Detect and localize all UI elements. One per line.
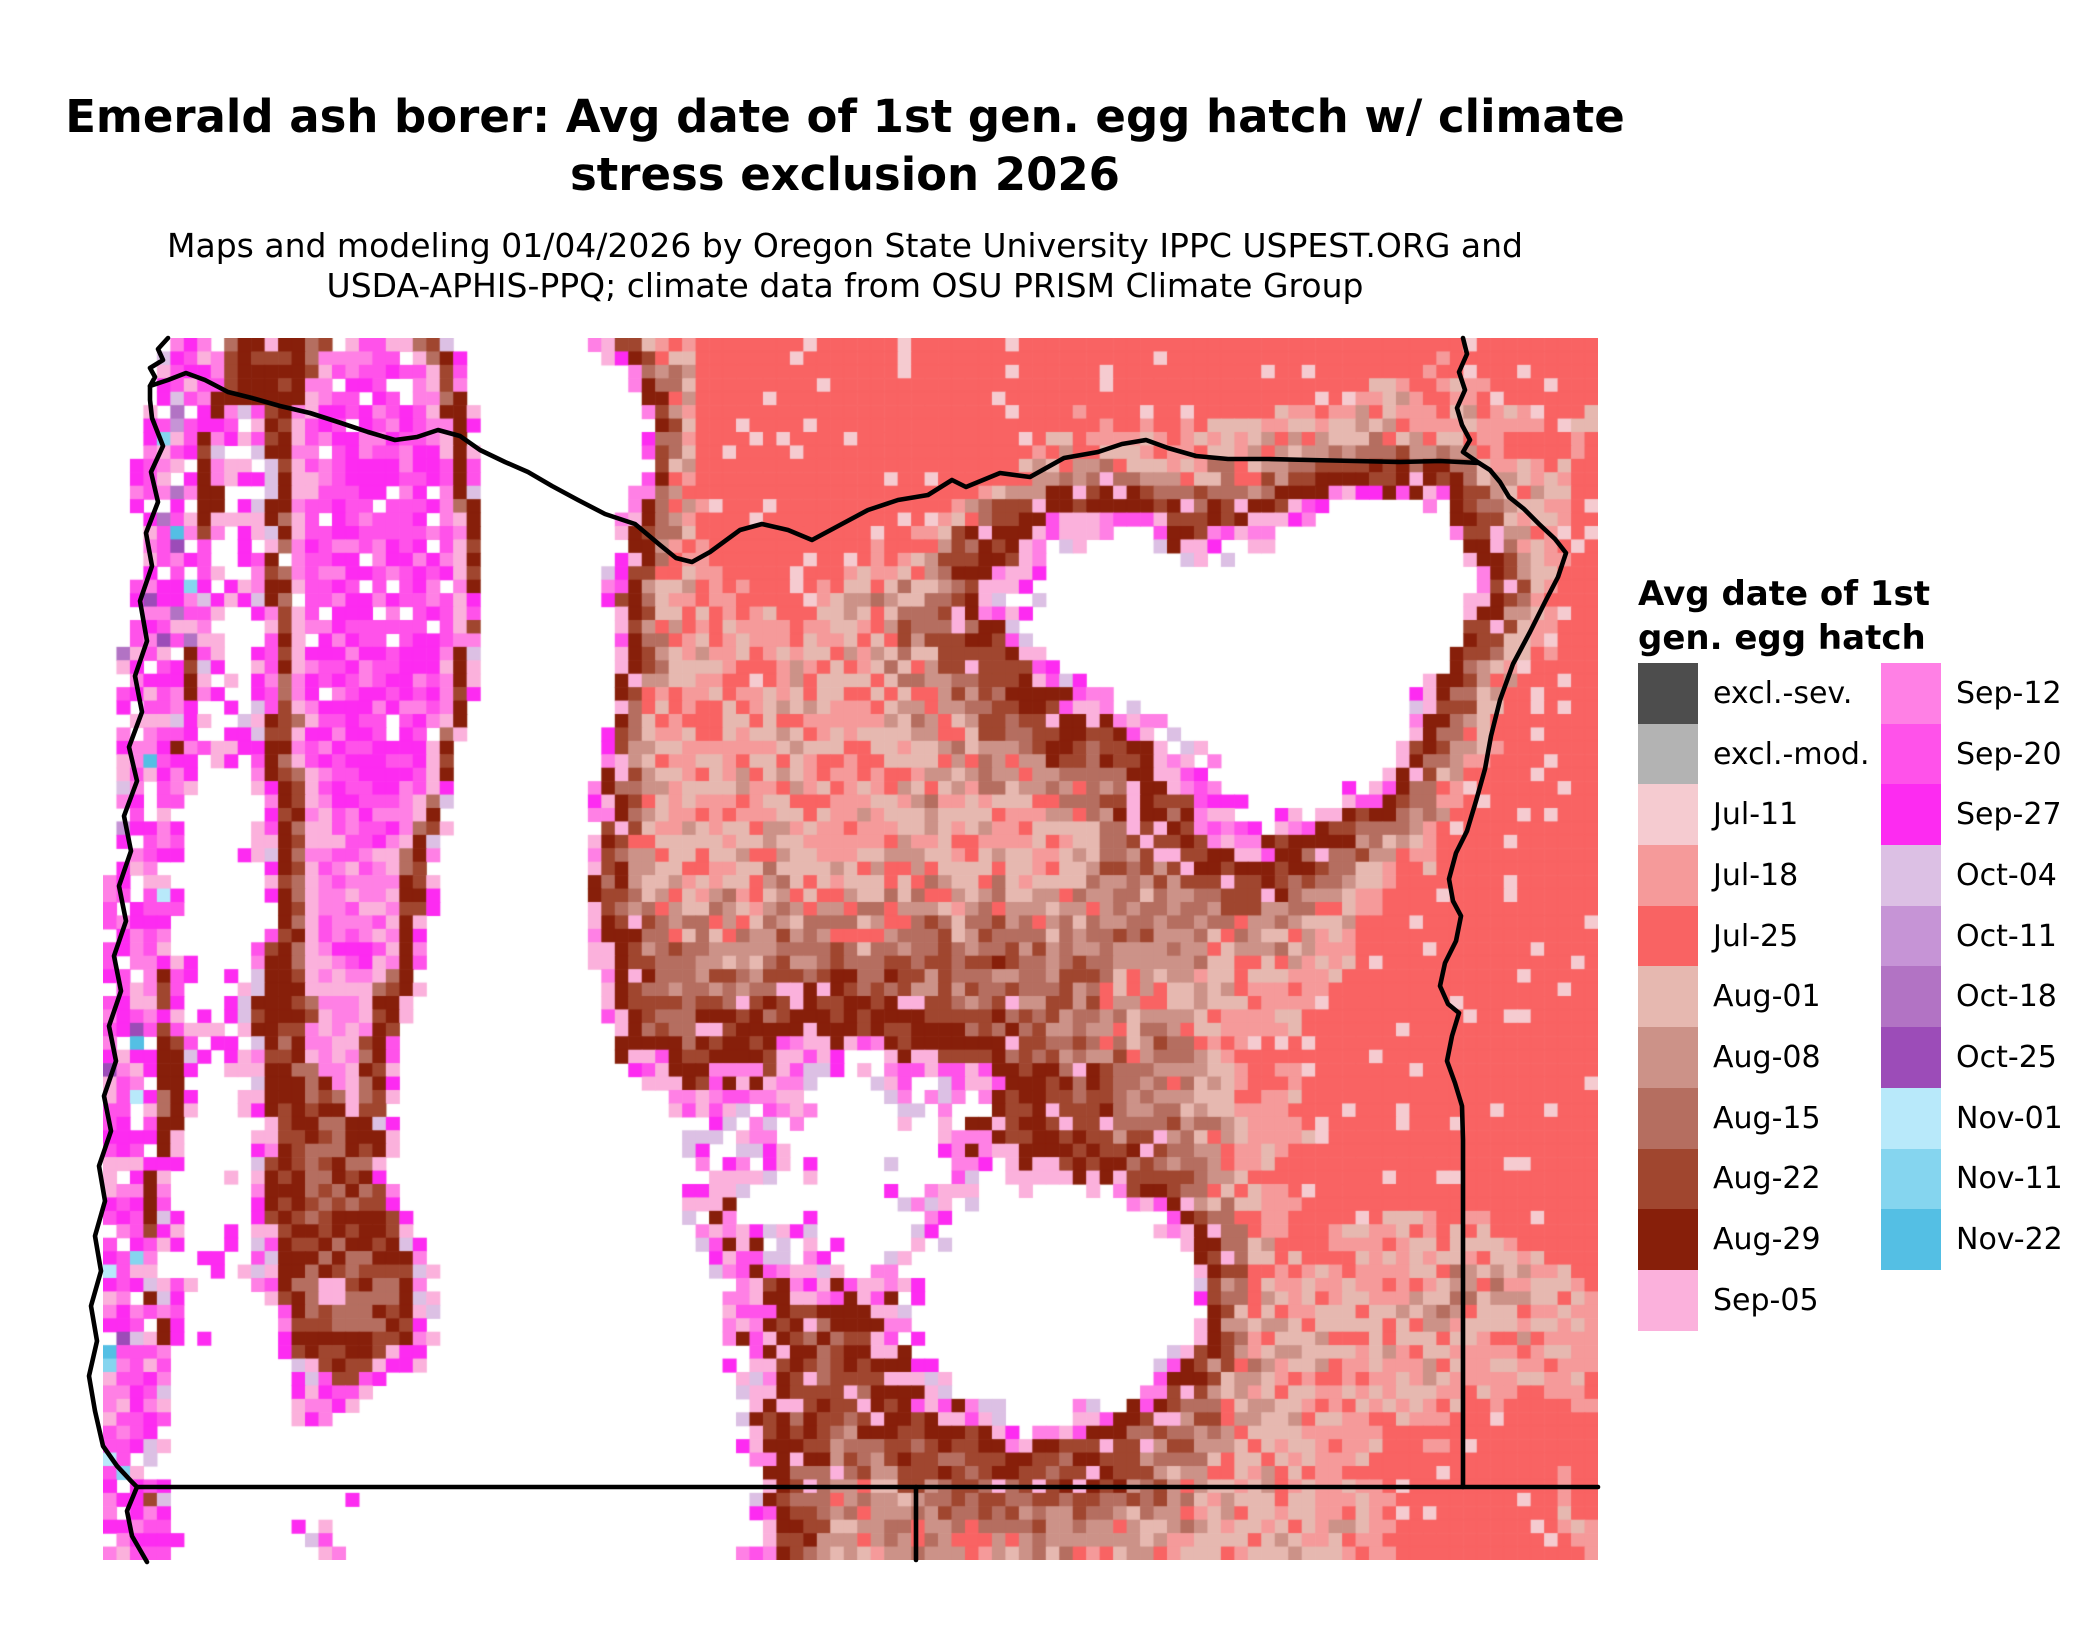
legend-swatch [1638,1087,1698,1149]
legend-label: Sep-27 [1956,797,2062,833]
legend-entry: Nov-22 [1881,1209,2100,1270]
legend-title-line-2: gen. egg hatch [1638,618,1926,658]
legend-swatch [1881,1209,1941,1270]
legend-label: excl.-mod. [1713,736,1870,772]
legend-label: Aug-01 [1713,979,1821,1015]
legend-label: Sep-12 [1956,675,2062,711]
legend-label: Jul-18 [1713,857,1799,893]
legend-col-left: excl.-sev. excl.-mod. Jul-11 Jul-18 Jul-25 Au… [1638,663,1888,1331]
legend-entry: Sep-12 [1881,663,2100,724]
legend-label: Sep-20 [1956,736,2062,772]
page-title: Emerald ash borer: Avg date of 1st gen. … [0,88,1690,204]
legend-entry: Aug-01 [1638,966,1888,1028]
legend-swatch [1638,966,1698,1028]
legend-swatch [1638,784,1698,846]
legend-entry: Sep-27 [1881,784,2100,846]
coastline-border [86,335,171,1565]
legend-swatch [1881,905,1941,967]
legend-swatch [1881,663,1941,724]
legend-entry: excl.-sev. [1638,663,1888,724]
legend-entry: Jul-18 [1638,845,1888,906]
legend-swatch [1638,1148,1698,1210]
legend-entry: Nov-11 [1881,1148,2100,1210]
legend-swatch [1881,723,1941,785]
legend-entry: Oct-25 [1881,1027,2100,1088]
legend-label: Aug-22 [1713,1161,1821,1197]
legend-entry: Oct-11 [1881,905,2100,967]
legend-swatch [1638,723,1698,785]
legend-swatch [1638,1027,1698,1088]
legend-entry: Oct-18 [1881,966,2100,1028]
legend-swatch [1881,1027,1941,1088]
legend-swatch [1881,1087,1941,1149]
legend-entry: Oct-04 [1881,845,2100,906]
legend-swatch [1638,905,1698,967]
legend-label: Nov-22 [1956,1222,2063,1258]
legend-swatch [1638,1269,1698,1331]
title-line-2: stress exclusion 2026 [570,148,1120,201]
columbia-river-border [147,370,1482,565]
legend-entry: Aug-15 [1638,1087,1888,1149]
legend-swatch [1638,845,1698,906]
legend-entry: Aug-22 [1638,1148,1888,1210]
legend-label: Nov-01 [1956,1100,2063,1136]
legend-label: Aug-29 [1713,1222,1821,1258]
figure-subtitle: Maps and modeling 01/04/2026 by Oregon S… [0,226,1690,306]
legend-swatch [1881,784,1941,846]
legend-swatch [1881,845,1941,906]
legend-label: Nov-11 [1956,1161,2063,1197]
legend-label: Oct-18 [1956,979,2057,1015]
legend-entry: Jul-25 [1638,905,1888,967]
legend-label: Oct-11 [1956,918,2057,954]
legend-label: Oct-04 [1956,857,2057,893]
subtitle-line-2: USDA-APHIS-PPQ; climate data from OSU PR… [326,266,1364,305]
legend-swatch [1638,663,1698,724]
legend-entry: excl.-mod. [1638,723,1888,785]
legend-entry: Nov-01 [1881,1087,2100,1149]
legend-label: Oct-25 [1956,1039,2057,1075]
legend-entry: Sep-05 [1638,1269,1888,1331]
map-raster [103,338,1598,1560]
washington-idaho-border [1454,335,1482,466]
legend-label: Jul-11 [1713,797,1799,833]
legend-label: Aug-15 [1713,1100,1821,1136]
legend-label: Aug-08 [1713,1039,1821,1075]
legend-entry: Jul-11 [1638,784,1888,846]
oregon-idaho-border [1437,460,1569,1490]
legend-swatch [1881,966,1941,1028]
legend-swatch [1881,1148,1941,1210]
legend-entry: Aug-08 [1638,1027,1888,1088]
legend-title: Avg date of 1st gen. egg hatch [1638,572,1930,660]
title-line-1: Emerald ash borer: Avg date of 1st gen. … [65,90,1625,143]
subtitle-line-1: Maps and modeling 01/04/2026 by Oregon S… [167,226,1523,265]
legend-col-right: Sep-12 Sep-20 Sep-27 Oct-04 Oct-11 Oct-18 Oct-… [1881,663,2100,1270]
legend-entry: Sep-20 [1881,723,2100,785]
legend-label: Sep-05 [1713,1282,1819,1318]
legend-entry: Aug-29 [1638,1209,1888,1270]
legend-title-line-1: Avg date of 1st [1638,574,1931,614]
legend-swatch [1638,1209,1698,1270]
legend-label: Jul-25 [1713,918,1799,954]
legend-label: excl.-sev. [1713,675,1853,711]
